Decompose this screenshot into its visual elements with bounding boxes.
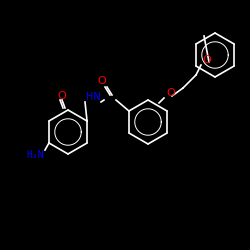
Text: O: O — [58, 91, 66, 101]
Text: O: O — [166, 88, 175, 98]
Text: O: O — [202, 55, 211, 65]
Text: H₂N: H₂N — [26, 150, 44, 160]
Text: O: O — [98, 76, 106, 86]
Text: HN: HN — [86, 92, 100, 102]
